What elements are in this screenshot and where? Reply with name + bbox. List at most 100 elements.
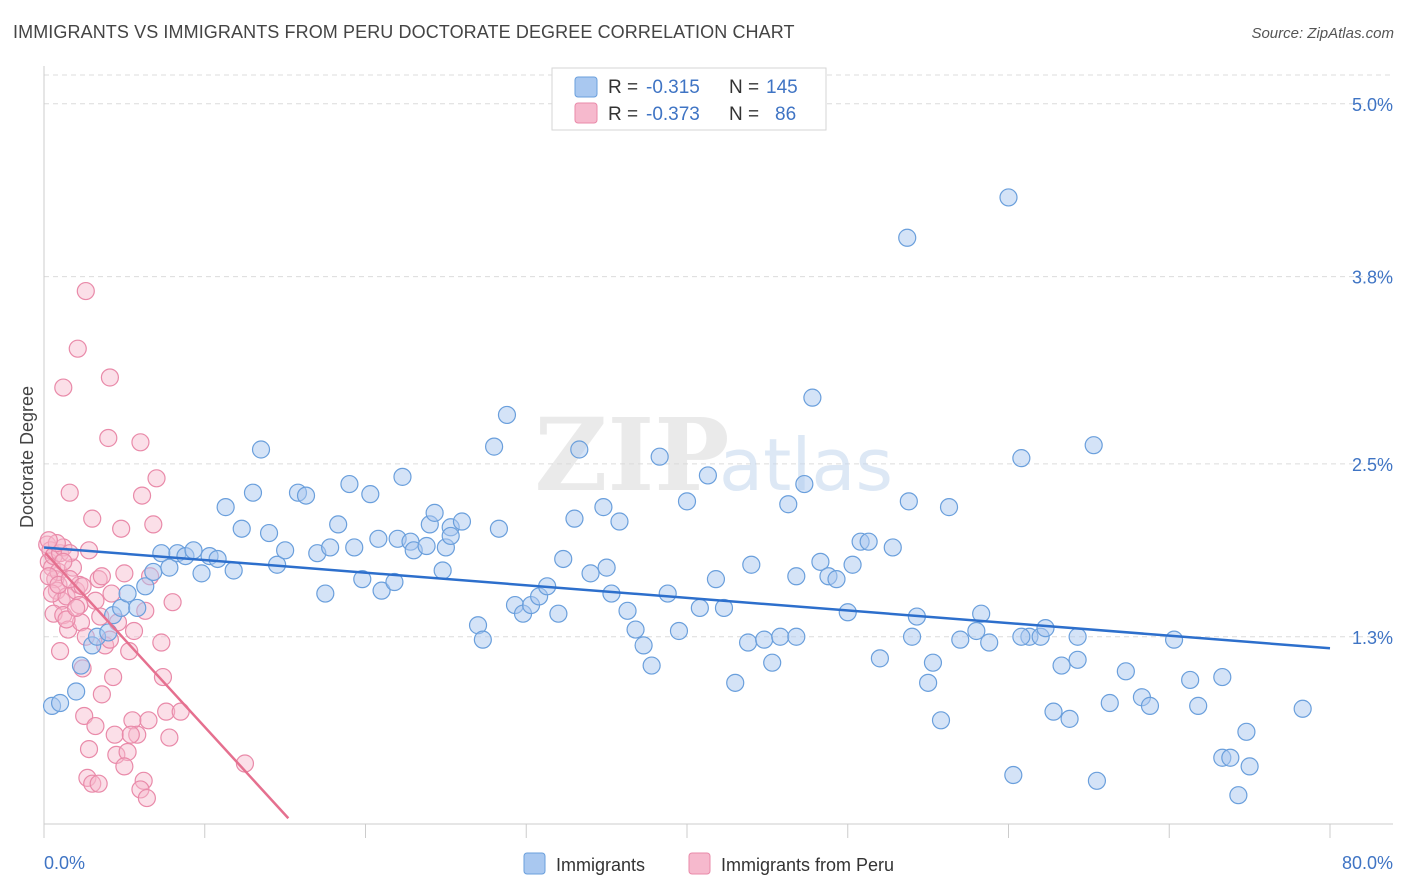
immigrants-data-point	[570, 440, 589, 459]
immigrants-data-point	[296, 486, 316, 505]
immigrants-data-point	[742, 555, 761, 574]
peru-data-point	[124, 621, 144, 641]
immigrants-data-point	[1087, 771, 1107, 790]
peru-data-point	[67, 598, 86, 618]
peru-trend-line	[44, 552, 290, 820]
y-axis-label: Doctorate Degree	[17, 386, 37, 528]
immigrants-data-point	[795, 474, 814, 494]
immigrants-data-point	[811, 552, 830, 571]
immigrants-data-point	[441, 526, 460, 546]
immigrants-data-point	[803, 388, 822, 407]
peru-data-point	[100, 368, 120, 387]
immigrants-data-point	[232, 519, 251, 538]
peru-data-point	[160, 728, 179, 747]
peru-data-point	[76, 281, 95, 301]
legend: R = -0.315 N = 145 R = -0.373 N = 86	[551, 67, 827, 131]
immigrants-data-point	[1060, 709, 1079, 728]
immigrants-data-point	[554, 549, 573, 569]
immigrants-data-point	[216, 498, 235, 517]
immigrants-data-point	[1084, 436, 1103, 455]
gridlines	[44, 74, 1393, 638]
immigrants-data-point	[136, 577, 155, 596]
legend-n-value-1: 145	[766, 77, 798, 98]
peru-data-point	[128, 725, 147, 744]
x-tick-labels: 0.0% 80.0%	[44, 853, 1393, 873]
immigrants-data-point	[144, 562, 163, 582]
immigrants-data-point	[1068, 650, 1087, 669]
peru-data-point	[83, 774, 102, 793]
immigrants-data-point	[902, 627, 922, 646]
peru-data-point	[118, 742, 137, 762]
trend-lines	[43, 546, 1331, 820]
immigrants-data-point	[899, 492, 918, 511]
peru-data-point	[92, 567, 111, 586]
immigrants-data-point	[1164, 630, 1184, 649]
series-immigrants-points	[42, 188, 1312, 805]
immigrants-data-point	[565, 509, 584, 528]
immigrants-data-point	[489, 519, 509, 538]
immigrants-data-point	[128, 598, 147, 618]
immigrants-data-point	[118, 584, 137, 603]
immigrants-data-point	[1052, 656, 1071, 675]
immigrants-data-point	[417, 536, 436, 556]
immigrants-data-point	[650, 447, 669, 466]
bottom-legend-label-peru: Immigrants from Peru	[721, 855, 894, 875]
immigrants-trend-line	[43, 546, 1331, 650]
peru-data-point	[49, 562, 68, 582]
immigrants-data-point	[669, 621, 689, 641]
x-tick-label: 80.0%	[1342, 853, 1393, 873]
immigrants-data-point	[485, 437, 504, 456]
immigrants-data-point	[698, 466, 717, 485]
peru-data-point	[115, 564, 134, 583]
peru-data-point	[99, 428, 118, 448]
immigrants-data-point	[321, 538, 340, 557]
immigrants-data-point	[779, 495, 798, 514]
immigrants-data-point	[1189, 696, 1208, 715]
immigrants-data-point	[393, 467, 412, 486]
immigrants-data-point	[919, 673, 938, 692]
immigrants-data-point	[1221, 748, 1240, 767]
immigrants-data-point	[980, 633, 999, 652]
immigrants-data-point	[184, 541, 203, 560]
watermark: ZIP atlas	[535, 396, 893, 514]
immigrants-data-point	[1100, 693, 1119, 713]
immigrants-data-point	[452, 512, 472, 531]
y-tick-label: 5.0%	[1352, 95, 1393, 115]
peru-data-point	[115, 757, 134, 776]
peru-data-point	[105, 725, 124, 744]
peru-data-point	[68, 339, 87, 358]
immigrants-data-point	[738, 633, 758, 652]
immigrants-data-point	[1004, 765, 1023, 785]
legend-r-label-1: R =	[608, 77, 638, 98]
immigrants-data-point	[1293, 699, 1312, 718]
immigrants-data-point	[1044, 702, 1063, 721]
immigrants-data-point	[1116, 662, 1135, 681]
immigrants-data-point	[259, 523, 279, 543]
immigrants-data-point	[1237, 722, 1256, 741]
immigrants-data-point	[838, 603, 857, 622]
legend-swatch-peru	[574, 102, 598, 124]
immigrants-data-point	[1140, 696, 1160, 715]
immigrants-data-point	[369, 529, 388, 548]
immigrants-data-point	[898, 228, 917, 247]
immigrants-data-point	[594, 498, 613, 517]
peru-data-point	[132, 486, 152, 505]
peru-data-point	[144, 515, 163, 534]
immigrants-data-point	[859, 532, 878, 551]
peru-data-point	[63, 558, 83, 577]
immigrants-data-point	[251, 440, 271, 459]
peru-data-point	[78, 768, 97, 788]
peru-data-point	[153, 667, 173, 687]
peru-data-point	[104, 667, 123, 687]
immigrants-data-point	[626, 620, 645, 639]
immigrants-data-point	[160, 558, 179, 577]
peru-data-point	[112, 519, 131, 538]
legend-n-value-2: 86	[775, 104, 796, 125]
bottom-legend: Immigrants Immigrants from Peru	[523, 852, 894, 875]
x-tick-label: 0.0%	[44, 853, 85, 873]
watermark-zip: ZIP	[535, 396, 730, 514]
immigrants-data-point	[690, 598, 709, 618]
y-tick-label: 1.3%	[1352, 628, 1393, 648]
immigrants-data-point	[658, 584, 677, 603]
legend-n-label-1: N =	[729, 77, 759, 98]
